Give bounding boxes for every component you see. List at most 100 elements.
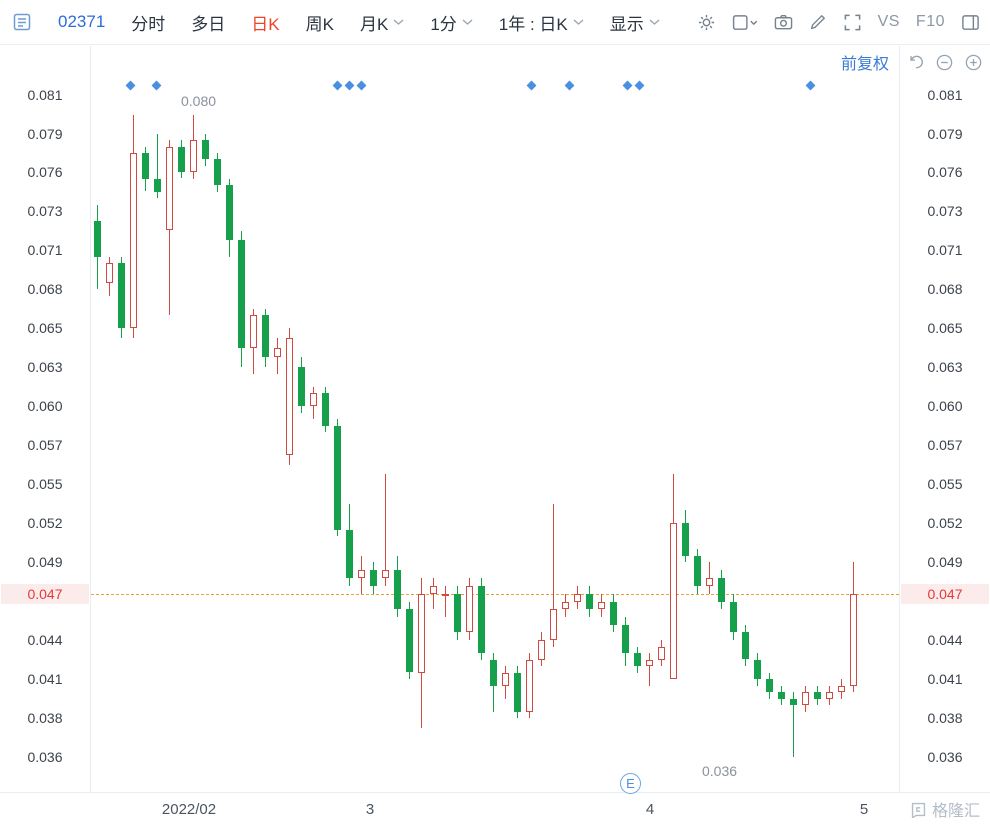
candle-up — [430, 586, 437, 594]
candle-down — [298, 367, 305, 406]
event-diamond-marker[interactable] — [151, 80, 162, 91]
candle-down — [610, 601, 617, 625]
indicator-box-dropdown-icon[interactable] — [732, 13, 758, 32]
y-axis-label: 0.060 — [27, 398, 63, 414]
candle-down — [394, 570, 401, 610]
y-axis-label: 0.036 — [927, 749, 963, 765]
y-axis-label: 0.065 — [27, 320, 63, 336]
tab-daily-k[interactable]: 日K — [251, 14, 280, 34]
candle-up — [646, 659, 653, 666]
chevron-down-icon — [393, 18, 404, 26]
tab-weekly-k[interactable]: 周K — [305, 14, 334, 34]
candle-down — [202, 140, 209, 160]
candle-up — [310, 393, 317, 406]
event-diamond-marker[interactable] — [564, 80, 575, 91]
candle-down — [742, 632, 749, 660]
tab-timeshare[interactable]: 分时 — [131, 14, 166, 34]
current-price-line — [91, 594, 899, 595]
candle-down — [766, 679, 773, 692]
high-price-annotation: 0.080 — [181, 93, 217, 109]
candle-down — [790, 698, 797, 705]
candle-up — [358, 570, 365, 578]
candle-up — [166, 146, 173, 231]
candle-down — [454, 594, 461, 633]
candle-down — [94, 220, 101, 257]
range-period-label: 1年 : 日K — [498, 14, 568, 34]
event-marker-e[interactable]: E — [620, 773, 641, 794]
candle-down — [406, 609, 413, 673]
y-axis-label: 0.081 — [27, 87, 63, 103]
candle-up — [550, 609, 557, 640]
candle-up — [574, 594, 581, 602]
candle-down — [814, 692, 821, 699]
chevron-down-icon — [649, 18, 660, 26]
chevron-down-icon — [573, 18, 584, 26]
range-period-select[interactable]: 1年 : 日K — [499, 10, 584, 35]
tab-monthly-k[interactable]: 月K — [360, 10, 404, 35]
vs-compare-button[interactable]: VS — [877, 13, 900, 30]
settings-gear-icon[interactable] — [697, 13, 716, 32]
x-axis-label: 5 — [859, 801, 869, 818]
y-axis-label: 0.044 — [27, 632, 63, 648]
y-axis-label: 0.057 — [27, 437, 63, 453]
current-price-label: 0.047 — [901, 584, 989, 604]
zoom-in-icon[interactable] — [964, 53, 983, 72]
watermark: 格隆汇 — [910, 797, 980, 821]
y-axis-label: 0.081 — [927, 87, 963, 103]
event-diamond-marker[interactable] — [125, 80, 136, 91]
event-diamond-marker[interactable] — [526, 80, 537, 91]
candle-down — [718, 578, 725, 602]
candle-wick — [157, 134, 158, 198]
fullscreen-expand-icon[interactable] — [843, 13, 862, 32]
undo-reset-icon[interactable] — [907, 53, 925, 71]
y-axis-label: 0.073 — [927, 203, 963, 219]
watermark-text: 格隆汇 — [931, 803, 980, 820]
side-panel-icon[interactable] — [961, 13, 980, 32]
candle-up — [250, 315, 257, 348]
display-select[interactable]: 显示 — [610, 10, 660, 35]
event-diamond-marker[interactable] — [634, 80, 645, 91]
x-axis-label: 2022/02 — [161, 801, 217, 818]
candle-down — [178, 146, 185, 172]
chart-subheader: 前复权 — [841, 50, 983, 74]
left-axis-separator — [90, 46, 91, 792]
stock-code[interactable]: 02371 — [58, 12, 106, 31]
candle-up — [106, 263, 113, 283]
y-axis-label: 0.076 — [927, 164, 963, 180]
candle-up — [538, 640, 545, 660]
event-diamond-marker[interactable] — [805, 80, 816, 91]
event-diamond-marker[interactable] — [344, 80, 355, 91]
y-axis-label: 0.049 — [927, 554, 963, 570]
y-axis-label: 0.049 — [27, 554, 63, 570]
event-diamond-marker[interactable] — [332, 80, 343, 91]
event-diamond-marker[interactable] — [622, 80, 633, 91]
f10-button[interactable]: F10 — [915, 13, 945, 30]
y-axis-label: 0.063 — [927, 359, 963, 375]
stock-page-icon[interactable] — [12, 12, 32, 32]
y-axis-label: 0.068 — [927, 281, 963, 297]
camera-screenshot-icon[interactable] — [774, 13, 793, 32]
tab-multiday[interactable]: 多日 — [191, 14, 226, 34]
y-axis-label: 0.055 — [27, 476, 63, 492]
candle-up — [658, 646, 665, 660]
candle-wick — [793, 692, 794, 757]
tab-1min[interactable]: 1分 — [430, 10, 473, 35]
candle-up — [562, 601, 569, 610]
candle-up — [130, 153, 137, 328]
draw-pencil-icon[interactable] — [809, 13, 827, 31]
candle-up — [286, 337, 293, 455]
tab-1min-label: 1分 — [430, 14, 457, 34]
candle-down — [370, 570, 377, 586]
event-diamond-marker[interactable] — [356, 80, 367, 91]
y-axis-label: 0.076 — [27, 164, 63, 180]
y-axis-label: 0.071 — [27, 242, 63, 258]
zoom-out-icon[interactable] — [935, 53, 954, 72]
adjust-mode-link[interactable]: 前复权 — [840, 56, 889, 73]
candle-down — [622, 624, 629, 653]
candle-down — [694, 555, 701, 586]
toolbar: 02371 分时 多日 日K 周K 月K 1分 1年 : 日K 显示 VS — [0, 0, 990, 45]
candle-down — [682, 523, 689, 556]
candle-wick — [385, 474, 386, 587]
candle-up — [274, 347, 281, 358]
